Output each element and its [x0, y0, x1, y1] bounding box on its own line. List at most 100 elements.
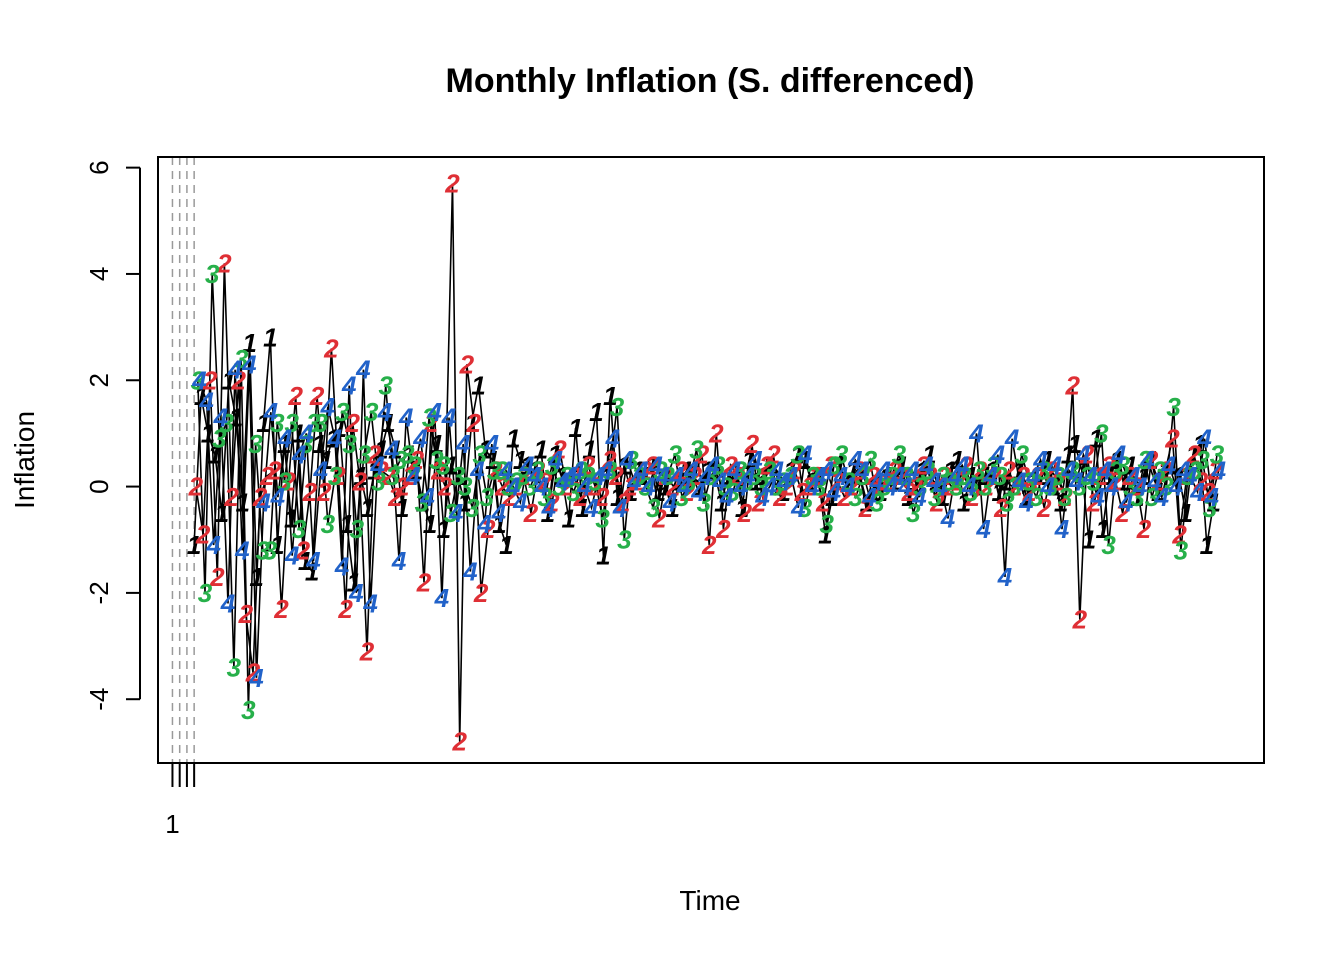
- point-symbol-1: 1: [1075, 456, 1089, 486]
- point-symbol-1: 1: [832, 450, 846, 480]
- point-symbol-1: 1: [1026, 466, 1040, 496]
- point-symbol-4: 4: [1189, 477, 1205, 507]
- point-symbol-3: 3: [422, 403, 437, 433]
- point-symbol-3: 3: [834, 440, 849, 470]
- point-symbol-4: 4: [205, 530, 221, 560]
- point-symbol-2: 2: [1200, 477, 1216, 507]
- point-symbol-3: 3: [624, 445, 639, 475]
- point-symbol-2: 2: [402, 461, 418, 491]
- point-symbol-1: 1: [339, 509, 353, 539]
- point-symbol-3: 3: [277, 466, 292, 496]
- point-symbol-1: 1: [554, 461, 568, 491]
- point-symbol-2: 2: [851, 456, 867, 486]
- point-symbol-4: 4: [697, 461, 713, 491]
- point-symbol-4: 4: [769, 456, 785, 486]
- point-symbol-4: 4: [861, 482, 877, 512]
- point-symbol-1: 1: [936, 482, 950, 512]
- point-symbol-2: 2: [865, 461, 881, 491]
- point-symbol-1: 1: [624, 477, 638, 507]
- point-symbol-2: 2: [245, 658, 261, 688]
- point-symbol-3: 3: [1145, 482, 1160, 512]
- point-symbol-3: 3: [1181, 461, 1196, 491]
- point-symbol-1: 1: [1172, 461, 1186, 491]
- point-symbol-2: 2: [1186, 440, 1202, 470]
- point-symbol-1: 1: [894, 450, 908, 480]
- point-symbol-3: 3: [472, 440, 487, 470]
- x-axis-label: Time: [679, 885, 740, 916]
- point-symbol-3: 3: [306, 408, 321, 438]
- point-symbol-3: 3: [1029, 482, 1044, 512]
- point-symbol-3: 3: [444, 498, 459, 528]
- point-symbol-2: 2: [1157, 456, 1173, 486]
- point-symbol-3: 3: [798, 493, 813, 523]
- point-symbol-3: 3: [487, 456, 502, 486]
- point-symbol-3: 3: [342, 429, 357, 459]
- point-symbol-2: 2: [373, 456, 389, 486]
- point-symbol-1: 1: [693, 472, 707, 502]
- series-lines: [193, 183, 1220, 742]
- point-symbol-2: 2: [950, 466, 966, 496]
- point-symbol-2: 2: [623, 472, 639, 502]
- point-symbol-2: 2: [480, 514, 496, 544]
- point-symbol-1: 1: [381, 408, 395, 438]
- point-symbol-3: 3: [227, 652, 242, 682]
- point-symbol-1: 1: [374, 434, 388, 464]
- point-symbol-4: 4: [833, 461, 849, 491]
- point-symbol-1: 1: [672, 466, 686, 496]
- point-symbol-4: 4: [369, 450, 385, 480]
- point-symbol-4: 4: [1054, 514, 1070, 544]
- point-symbol-1: 1: [991, 477, 1005, 507]
- point-symbol-2: 2: [273, 594, 289, 624]
- point-symbol-4: 4: [1111, 440, 1127, 470]
- point-symbol-1: 1: [749, 466, 763, 496]
- point-symbol-3: 3: [986, 450, 1001, 480]
- point-symbol-3: 3: [906, 498, 921, 528]
- point-symbol-3: 3: [494, 456, 509, 486]
- point-symbol-3: 3: [429, 445, 444, 475]
- point-symbol-1: 1: [395, 493, 409, 523]
- point-symbol-4: 4: [918, 450, 934, 480]
- point-symbol-3: 3: [913, 472, 928, 502]
- point-symbol-4: 4: [348, 578, 364, 608]
- point-symbol-2: 2: [565, 461, 581, 491]
- point-symbol-1: 1: [1012, 456, 1026, 486]
- point-symbol-3: 3: [415, 488, 430, 518]
- point-symbol-4: 4: [227, 355, 243, 385]
- point-symbol-3: 3: [516, 461, 531, 491]
- point-symbol-1: 1: [582, 434, 596, 464]
- point-symbol-1: 1: [444, 450, 458, 480]
- point-symbol-4: 4: [1211, 456, 1227, 486]
- point-symbol-2: 2: [901, 477, 917, 507]
- point-symbol-2: 2: [1043, 456, 1059, 486]
- point-symbol-4: 4: [954, 450, 970, 480]
- point-symbol-1: 1: [839, 466, 853, 496]
- point-symbol-4: 4: [1025, 461, 1041, 491]
- point-symbol-2: 2: [1022, 477, 1038, 507]
- point-symbol-3: 3: [458, 472, 473, 502]
- point-symbol-3: 3: [971, 456, 986, 486]
- point-symbol-3: 3: [921, 456, 936, 486]
- point-symbol-2: 2: [1057, 482, 1073, 512]
- point-symbol-4: 4: [377, 397, 393, 427]
- point-symbol-4: 4: [491, 498, 507, 528]
- point-symbol-4: 4: [776, 466, 792, 496]
- point-symbol-1: 1: [846, 456, 860, 486]
- point-symbol-1: 1: [1005, 472, 1019, 502]
- point-symbol-2: 2: [872, 472, 888, 502]
- point-symbol-1: 1: [1116, 466, 1130, 496]
- point-symbol-3: 3: [1007, 472, 1022, 502]
- point-symbol-3: 3: [400, 440, 415, 470]
- point-symbol-3: 3: [841, 466, 856, 496]
- point-symbol-1: 1: [485, 445, 499, 475]
- point-symbol-4: 4: [990, 440, 1006, 470]
- point-symbol-4: 4: [690, 477, 706, 507]
- point-symbol-3: 3: [436, 450, 451, 480]
- point-symbol-4: 4: [412, 424, 428, 454]
- point-symbol-2: 2: [1150, 466, 1166, 496]
- point-symbol-2: 2: [615, 488, 631, 518]
- point-symbol-1: 1: [860, 488, 874, 518]
- point-symbol-1: 1: [263, 323, 277, 353]
- point-symbol-3: 3: [928, 482, 943, 512]
- point-symbol-3: 3: [884, 461, 899, 491]
- point-symbol-3: 3: [1188, 456, 1203, 486]
